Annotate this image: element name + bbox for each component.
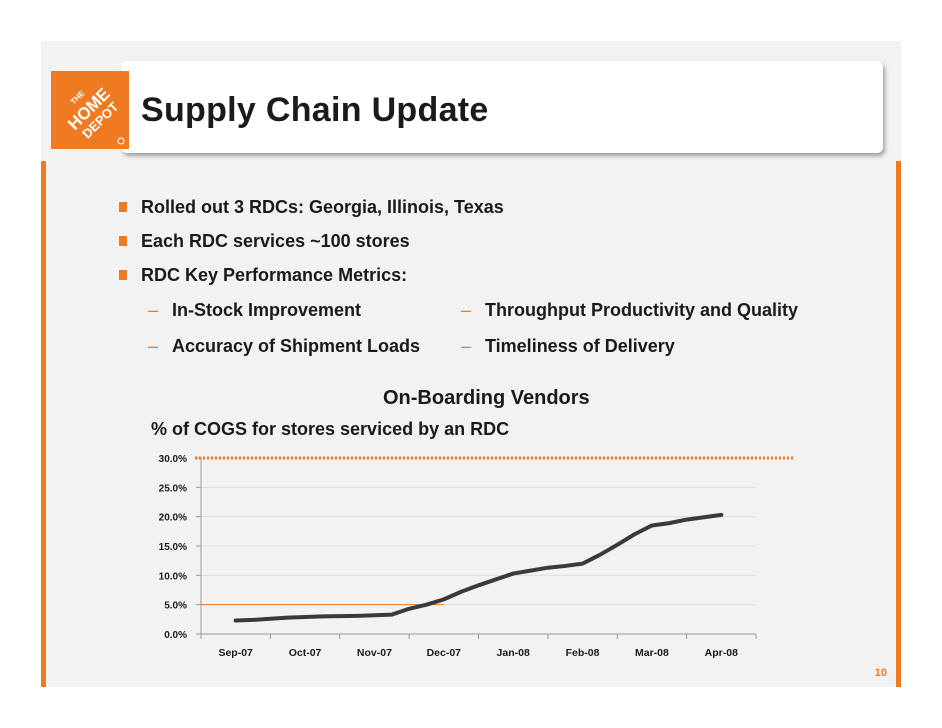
data-point (667, 521, 671, 525)
data-point (615, 543, 619, 547)
y-tick-label: 30.0% (159, 454, 187, 465)
data-point (234, 618, 238, 623)
x-tick-label: Mar-08 (635, 647, 669, 659)
data-point (719, 513, 723, 517)
data-point (528, 569, 533, 573)
data-point (442, 597, 446, 601)
slide-left-accent (41, 161, 46, 687)
data-point (355, 614, 359, 618)
data-point (424, 603, 429, 607)
data-point (286, 615, 290, 620)
page-title: Supply Chain Update (141, 91, 489, 129)
dash-icon: – (461, 336, 472, 356)
data-point (476, 583, 481, 587)
metric-item: – Timeliness of Delivery (461, 336, 675, 357)
data-point (650, 523, 654, 528)
x-tick-label: Dec-07 (427, 647, 462, 659)
y-tick-label: 15.0% (159, 542, 187, 553)
metric-text: Accuracy of Shipment Loads (172, 336, 421, 356)
data-point (598, 553, 602, 557)
data-point (580, 562, 585, 566)
chart-title: On-Boarding Vendors (383, 387, 590, 409)
bullet-text: RDC Key Performance Metrics: (141, 265, 408, 285)
bullet-square-icon (119, 270, 127, 280)
data-point (685, 518, 689, 522)
x-tick-label: Nov-07 (357, 647, 392, 659)
data-point (702, 515, 706, 519)
y-tick-label: 0.0% (164, 630, 187, 641)
data-point (511, 571, 515, 576)
slide: THE HOME DEPOT Supply Chain Update Rolle… (41, 41, 901, 687)
data-point (546, 566, 550, 570)
metric-text: In-Stock Improvement (172, 300, 362, 320)
page-number: 10 (874, 667, 887, 679)
bullet-item: RDC Key Performance Metrics: (119, 265, 408, 286)
x-tick-label: Oct-07 (289, 647, 322, 659)
metric-item: – Accuracy of Shipment Loads (148, 336, 421, 357)
y-tick-label: 20.0% (159, 513, 187, 524)
data-point (268, 617, 272, 621)
data-point (372, 613, 377, 617)
bullet-item: Rolled out 3 RDCs: Georgia, Illinois, Te… (119, 197, 504, 218)
dash-icon: – (148, 300, 159, 320)
slide-right-accent (896, 161, 901, 687)
data-point (632, 532, 637, 536)
x-tick-label: Feb-08 (566, 647, 600, 659)
data-point (494, 577, 498, 582)
dash-icon: – (461, 300, 472, 320)
data-point (563, 564, 567, 568)
data-point (459, 590, 463, 594)
x-tick-label: Sep-07 (218, 647, 253, 659)
y-tick-label: 10.0% (159, 571, 187, 582)
y-tick-label: 25.0% (159, 483, 187, 494)
bullet-square-icon (119, 202, 127, 212)
bullet-text: Each RDC services ~100 stores (141, 231, 410, 251)
data-point (320, 614, 325, 618)
metric-text: Throughput Productivity and Quality (485, 300, 798, 320)
data-point (390, 613, 394, 617)
metric-item: – Throughput Productivity and Quality (461, 300, 798, 321)
data-point (251, 618, 255, 622)
x-tick-label: Jan-08 (497, 647, 530, 659)
data-point (407, 607, 411, 611)
title-banner (121, 61, 883, 153)
bullet-item: Each RDC services ~100 stores (119, 231, 410, 252)
dash-icon: – (148, 336, 159, 356)
home-depot-logo-icon: THE HOME DEPOT (51, 71, 129, 149)
bullet-square-icon (119, 236, 127, 246)
metric-item: – In-Stock Improvement (148, 300, 362, 321)
metric-text: Timeliness of Delivery (485, 336, 675, 356)
y-tick-label: 5.0% (164, 601, 187, 612)
chart-subtitle: % of COGS for stores serviced by an RDC (151, 419, 510, 439)
data-point (303, 615, 307, 619)
line-chart: 0.0% 5.0% 10.0% 15.0% 20.0% 25.0% 30.0% Sep-07 O… (159, 454, 793, 659)
x-tick-label: Apr-08 (705, 647, 738, 659)
bullet-text: Rolled out 3 RDCs: Georgia, Illinois, Te… (141, 197, 504, 217)
data-point (338, 614, 342, 618)
